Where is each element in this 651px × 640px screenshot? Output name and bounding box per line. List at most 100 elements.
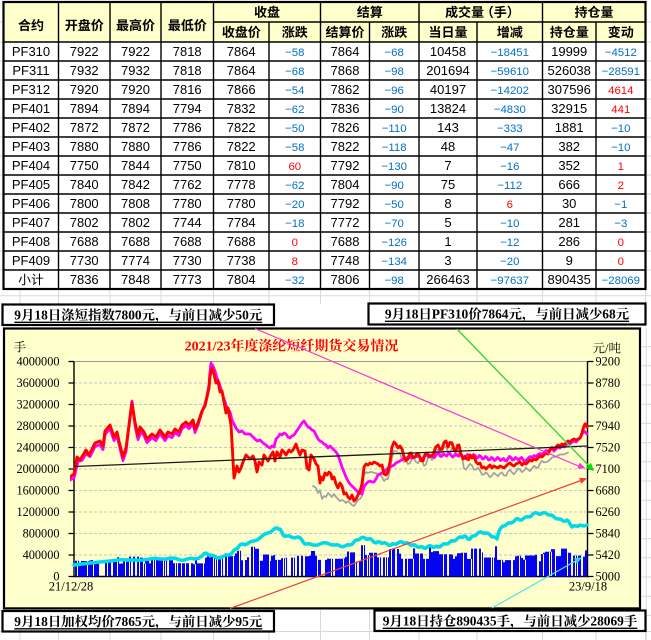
svg-text:60: 60 bbox=[288, 161, 301, 173]
svg-text:9200: 9200 bbox=[596, 355, 621, 369]
svg-text:PF405: PF405 bbox=[12, 177, 50, 192]
svg-text:7778: 7778 bbox=[227, 177, 256, 192]
svg-text:7802: 7802 bbox=[70, 215, 99, 230]
svg-text:666: 666 bbox=[558, 177, 580, 192]
svg-text:−20: −20 bbox=[285, 199, 304, 211]
svg-text:7864: 7864 bbox=[227, 44, 256, 59]
svg-text:18: 18 bbox=[34, 308, 48, 323]
svg-text:7810: 7810 bbox=[227, 158, 256, 173]
svg-text:1: 1 bbox=[618, 161, 624, 173]
svg-text:7808: 7808 bbox=[121, 196, 150, 211]
svg-text:PF409: PF409 bbox=[12, 253, 50, 268]
svg-text:7688: 7688 bbox=[70, 234, 99, 249]
svg-text:PF403: PF403 bbox=[12, 139, 50, 154]
svg-text:7688: 7688 bbox=[331, 234, 360, 249]
svg-text:7894: 7894 bbox=[70, 101, 99, 116]
svg-text:PF401: PF401 bbox=[12, 101, 50, 116]
svg-text:7865: 7865 bbox=[115, 614, 142, 629]
svg-text:−10: −10 bbox=[611, 123, 630, 135]
svg-text:7774: 7774 bbox=[121, 253, 150, 268]
svg-text:PF311: PF311 bbox=[12, 63, 49, 78]
svg-text:7864: 7864 bbox=[482, 307, 509, 322]
svg-text:266463: 266463 bbox=[426, 272, 469, 287]
svg-text:7784: 7784 bbox=[227, 215, 256, 230]
svg-text:7688: 7688 bbox=[173, 234, 202, 249]
svg-text:7932: 7932 bbox=[70, 63, 99, 78]
svg-text:8360: 8360 bbox=[596, 398, 621, 412]
svg-text:−130: −130 bbox=[381, 161, 407, 173]
svg-text:PF408: PF408 bbox=[12, 234, 50, 249]
svg-text:7786: 7786 bbox=[173, 139, 202, 154]
svg-text:9: 9 bbox=[14, 614, 21, 629]
svg-text:68: 68 bbox=[602, 307, 616, 322]
svg-text:7920: 7920 bbox=[121, 82, 150, 97]
svg-text:7880: 7880 bbox=[121, 139, 150, 154]
svg-text:PF404: PF404 bbox=[12, 158, 50, 173]
svg-text:8: 8 bbox=[292, 256, 298, 268]
svg-text:281: 281 bbox=[558, 215, 580, 230]
svg-text:7520: 7520 bbox=[596, 441, 621, 455]
svg-text:2: 2 bbox=[618, 180, 624, 192]
svg-text:9: 9 bbox=[383, 614, 390, 629]
svg-text:−98: −98 bbox=[385, 66, 404, 78]
svg-text:7844: 7844 bbox=[121, 158, 150, 173]
svg-text:7866: 7866 bbox=[227, 82, 256, 97]
svg-text:−50: −50 bbox=[285, 123, 304, 135]
svg-text:7864: 7864 bbox=[331, 44, 360, 59]
svg-text:6: 6 bbox=[507, 199, 513, 211]
svg-text:−18451: −18451 bbox=[491, 47, 529, 59]
svg-text:890435: 890435 bbox=[548, 272, 591, 287]
svg-text:7872: 7872 bbox=[121, 120, 150, 135]
svg-text:5: 5 bbox=[444, 215, 451, 230]
svg-text:−90: −90 bbox=[385, 104, 404, 116]
svg-text:13824: 13824 bbox=[430, 101, 466, 116]
svg-text:−47: −47 bbox=[500, 142, 519, 154]
svg-text:286: 286 bbox=[558, 234, 580, 249]
svg-text:7894: 7894 bbox=[121, 101, 150, 116]
svg-text:8: 8 bbox=[444, 196, 451, 211]
svg-text:7: 7 bbox=[444, 158, 451, 173]
svg-text:−58: −58 bbox=[285, 142, 304, 154]
svg-text:−54: −54 bbox=[285, 85, 304, 97]
svg-text:−20: −20 bbox=[500, 256, 519, 268]
svg-text:7864: 7864 bbox=[227, 63, 256, 78]
svg-text:21/12/28: 21/12/28 bbox=[49, 580, 93, 594]
svg-text:19999: 19999 bbox=[551, 44, 587, 59]
svg-text:/: / bbox=[605, 342, 609, 356]
svg-text:5840: 5840 bbox=[596, 527, 621, 541]
svg-text:75: 75 bbox=[441, 177, 455, 192]
svg-text:10458: 10458 bbox=[430, 44, 466, 59]
svg-text:9: 9 bbox=[566, 253, 573, 268]
svg-text:2021/23: 2021/23 bbox=[185, 340, 231, 355]
svg-text:−50: −50 bbox=[385, 199, 404, 211]
svg-text:7748: 7748 bbox=[331, 253, 360, 268]
svg-text:PF407: PF407 bbox=[12, 215, 50, 230]
svg-text:800000: 800000 bbox=[23, 527, 60, 541]
svg-text:7880: 7880 bbox=[70, 139, 99, 154]
svg-text:2400000: 2400000 bbox=[16, 441, 59, 455]
svg-text:−58: −58 bbox=[285, 47, 304, 59]
svg-text:7836: 7836 bbox=[331, 101, 360, 116]
svg-text:7738: 7738 bbox=[227, 253, 256, 268]
svg-text:1600000: 1600000 bbox=[16, 484, 59, 498]
svg-text:352: 352 bbox=[558, 158, 580, 173]
svg-text:−16: −16 bbox=[500, 161, 519, 173]
svg-text:−1: −1 bbox=[614, 199, 627, 211]
svg-text:−14202: −14202 bbox=[491, 85, 529, 97]
svg-text:201694: 201694 bbox=[426, 63, 469, 78]
svg-text:32915: 32915 bbox=[551, 101, 587, 116]
svg-text:5000: 5000 bbox=[596, 570, 621, 584]
svg-text:7932: 7932 bbox=[121, 63, 150, 78]
svg-text:7780: 7780 bbox=[227, 196, 256, 211]
svg-text:7806: 7806 bbox=[331, 272, 360, 287]
svg-text:PF402: PF402 bbox=[12, 120, 50, 135]
svg-text:7688: 7688 bbox=[121, 234, 150, 249]
svg-text:18: 18 bbox=[403, 614, 417, 629]
svg-text:7872: 7872 bbox=[70, 120, 99, 135]
svg-text:9: 9 bbox=[385, 307, 392, 322]
svg-text:0: 0 bbox=[618, 256, 624, 268]
svg-text:7730: 7730 bbox=[173, 253, 202, 268]
svg-text:7818: 7818 bbox=[173, 63, 202, 78]
svg-text:0: 0 bbox=[53, 570, 59, 584]
svg-text:−98: −98 bbox=[385, 275, 404, 287]
